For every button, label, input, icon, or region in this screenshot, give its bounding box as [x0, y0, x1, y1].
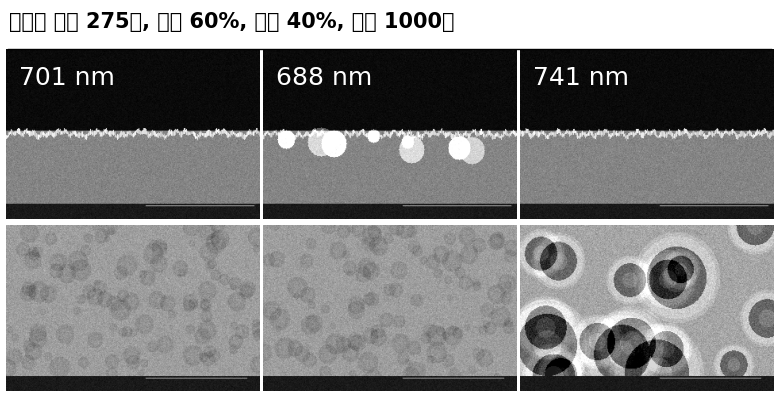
Text: 688 nm: 688 nm — [276, 66, 372, 90]
Text: 741 nm: 741 nm — [533, 66, 629, 90]
Text: 701 nm: 701 nm — [19, 66, 115, 90]
Text: 안정화 온도 275도, 질소 60%, 산소 40%, 탄화 1000도: 안정화 온도 275도, 질소 60%, 산소 40%, 탄화 1000도 — [9, 12, 455, 32]
